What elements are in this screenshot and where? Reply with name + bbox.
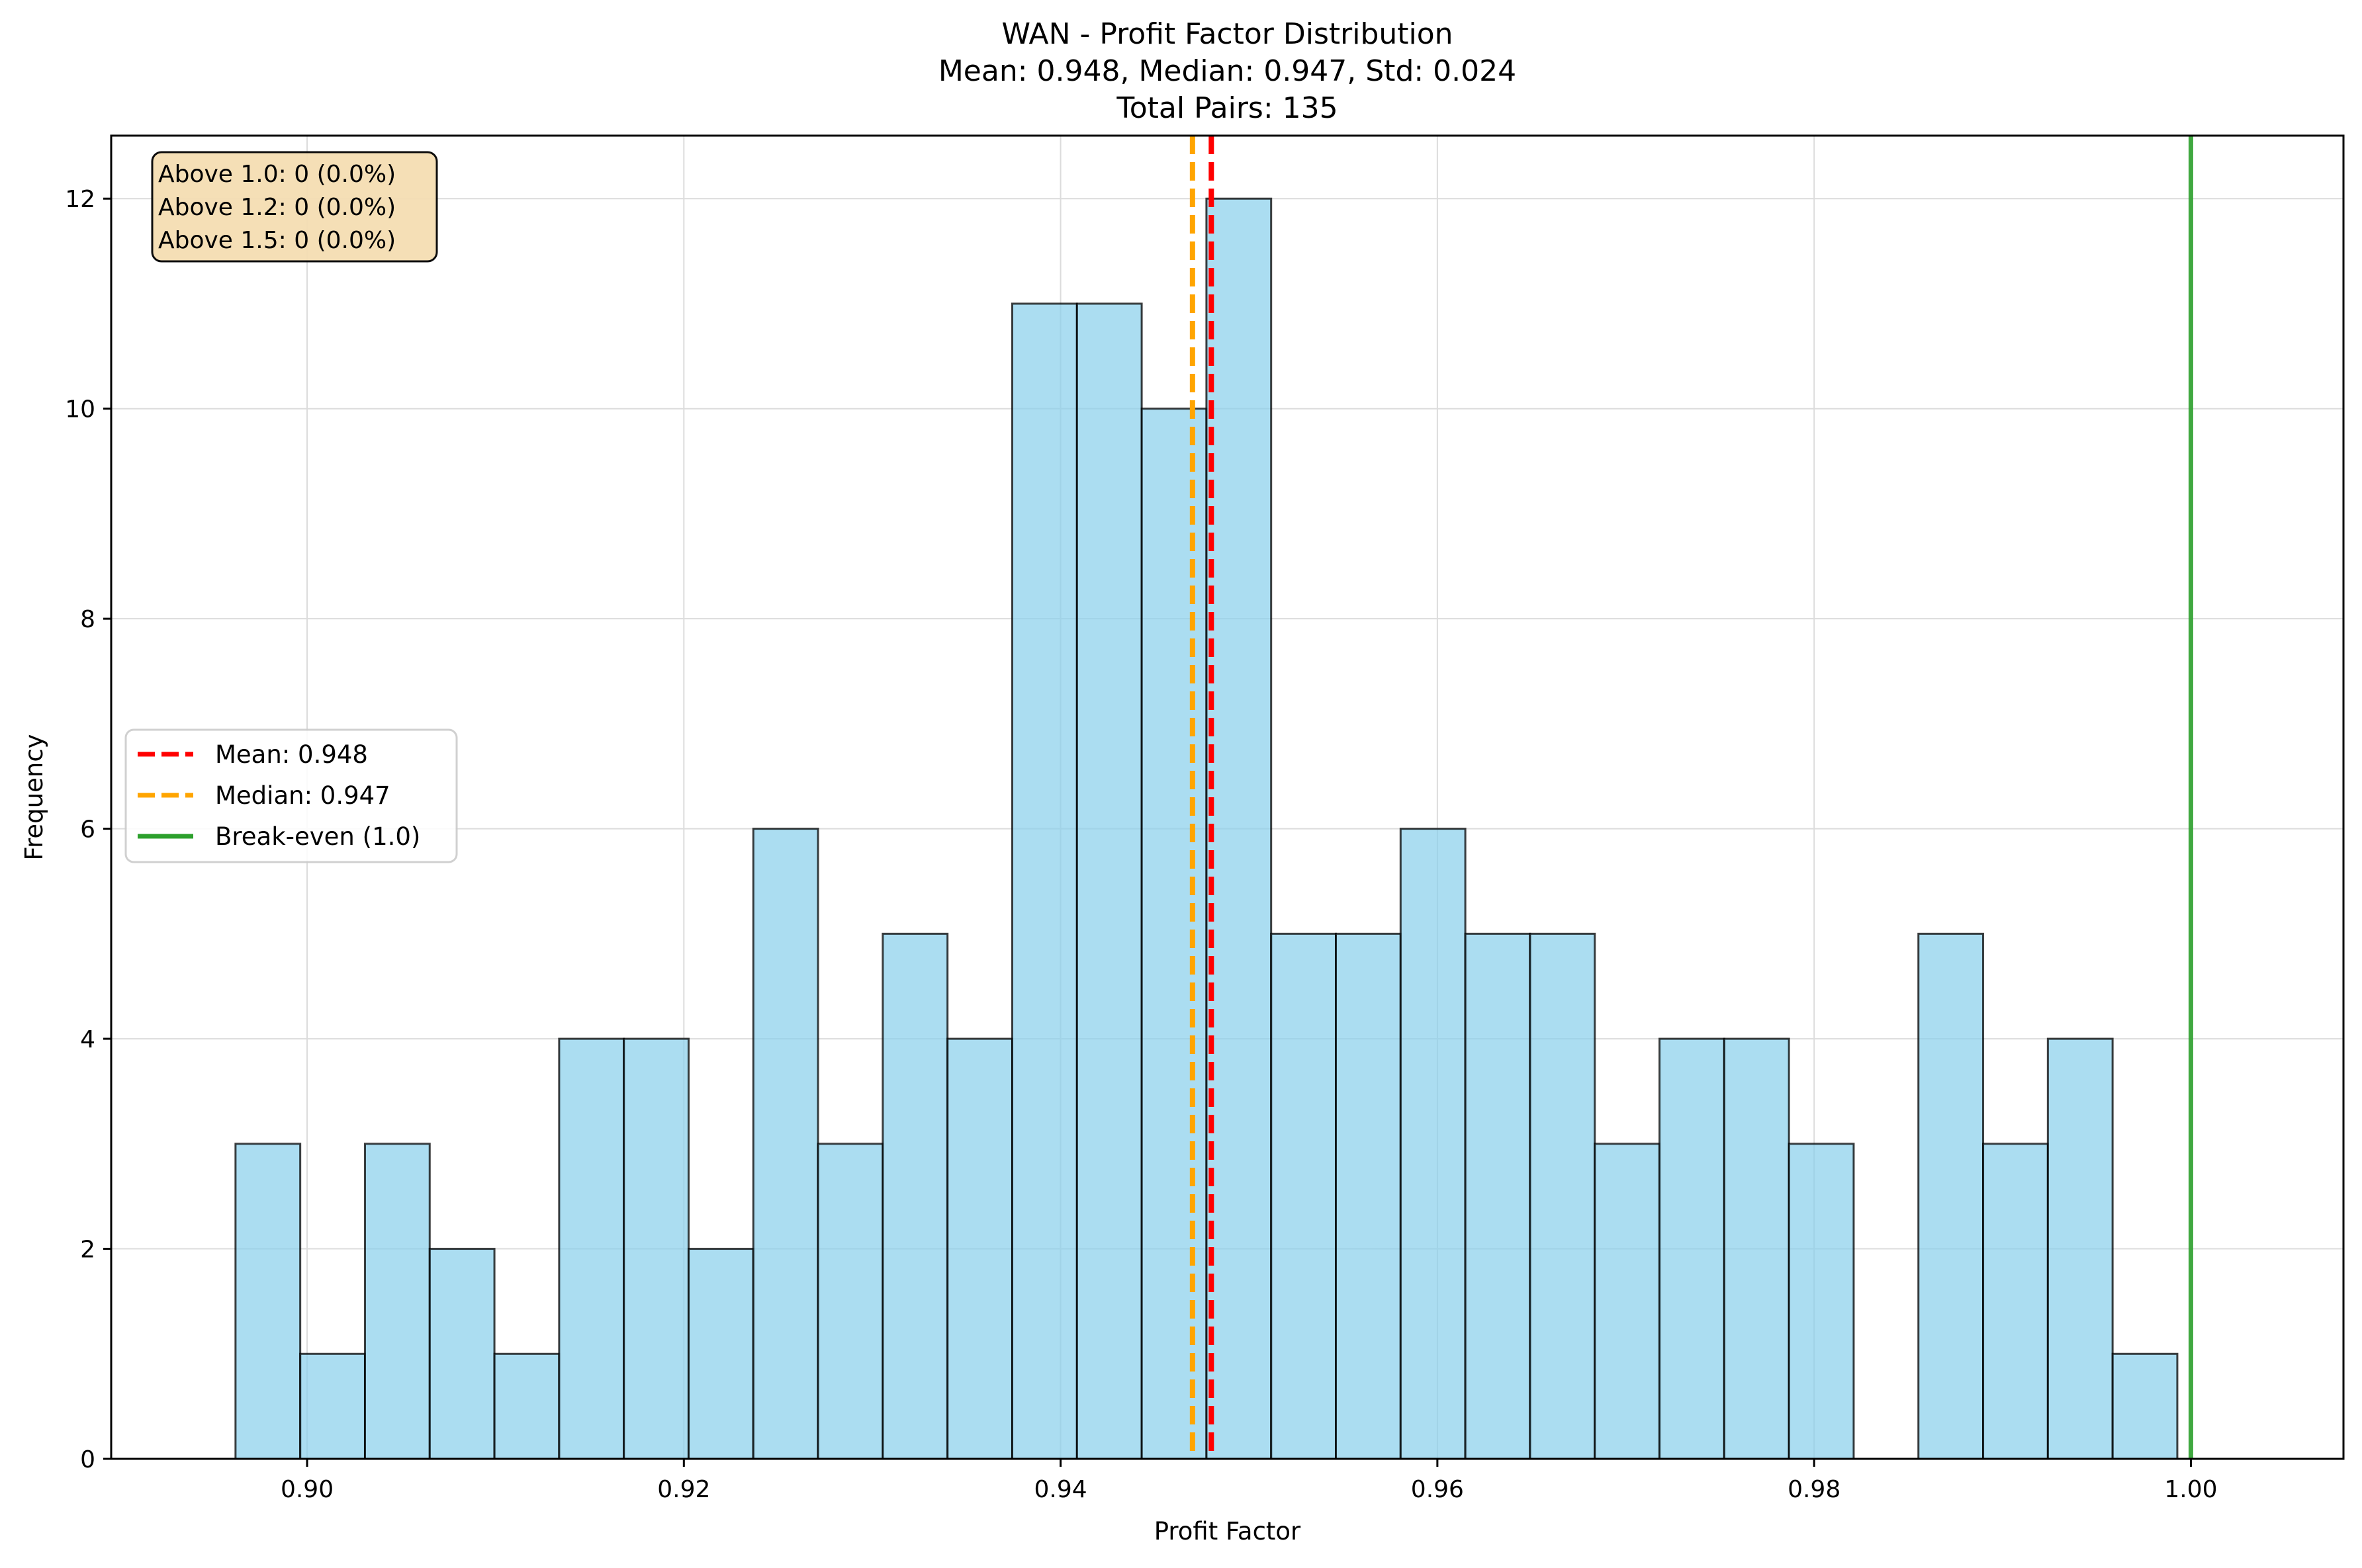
histogram-bar [299,1352,366,1460]
y-tick-label: 2 [80,1237,95,1264]
y-axis-label: Frequency [20,734,48,860]
histogram-bar [1205,197,1273,1460]
y-tick-label: 0 [80,1446,95,1473]
x-axis-label: Profit Factor [1154,1517,1301,1546]
legend-label-break-even: Break-even (1.0) [215,822,420,851]
x-tick-label: 0.94 [1034,1476,1087,1503]
reference-lines-layer [1189,136,2193,1459]
histogram-bar [558,1037,625,1460]
histogram-bar [882,932,949,1460]
ticks-layer: 0.90 0.92 0.94 0.96 0.98 1.00 0 2 4 6 8 10 12 [65,186,2217,1503]
annotation-above-1-2: Above 1.2: 0 (0.0%) [158,194,396,221]
histogram-bar [1788,1143,1855,1460]
histogram-bar [1982,1143,2049,1460]
histogram-bar [1658,1037,1725,1460]
histogram-bar [687,1248,754,1460]
histogram-bar [623,1037,690,1460]
y-tick-label: 4 [80,1026,95,1053]
histogram-bar [752,828,819,1460]
histogram-bar [1075,302,1143,1460]
histogram-bar [234,1143,302,1460]
y-tick-label: 10 [65,396,95,423]
histogram-bar [363,1143,431,1460]
x-tick-label: 0.98 [1788,1476,1840,1503]
histogram-bar [1335,932,1402,1460]
chart-subtitle-total: Total Pairs: 135 [1116,91,1338,125]
legend-background [124,728,458,863]
histogram-bar [1464,932,1531,1460]
histogram-bar [1723,1037,1790,1460]
x-tick-label: 0.90 [281,1476,334,1503]
histogram-bar [428,1248,496,1460]
legend-label-median: Median: 0.947 [215,781,390,810]
histogram-bar [1270,932,1338,1460]
x-tick-label: 1.00 [2164,1476,2217,1503]
histogram-bar [2111,1352,2179,1460]
y-tick-label: 12 [65,186,95,213]
y-tick-label: 8 [80,606,95,633]
legend-label-mean: Mean: 0.948 [215,740,368,769]
x-tick-label: 0.92 [657,1476,710,1503]
chart-title: WAN - Profit Factor Distribution [1001,17,1453,51]
bars-layer [234,197,2179,1460]
histogram-bar [493,1352,561,1460]
histogram-bar [2046,1037,2114,1460]
x-tick-label: 0.96 [1411,1476,1464,1503]
threshold-annotation-box: Above 1.0: 0 (0.0%) Above 1.2: 0 (0.0%) … [151,151,438,263]
annotation-above-1-5: Above 1.5: 0 (0.0%) [158,227,396,254]
annotation-above-1-0: Above 1.0: 0 (0.0%) [158,161,396,188]
histogram-bar [1011,302,1078,1460]
histogram-bar [1594,1143,1661,1460]
chart-subtitle-stats: Mean: 0.948, Median: 0.947, Std: 0.024 [938,54,1516,88]
histogram-bar [946,1037,1013,1460]
histogram-bar [1917,932,1985,1460]
y-tick-label: 6 [80,816,95,844]
histogram-bar [817,1143,884,1460]
histogram-bar [1140,408,1208,1460]
legend: Mean: 0.948 Median: 0.947 Break-even (1.… [124,728,458,863]
plot-frame [110,134,2345,1460]
annotation-background [151,151,438,263]
histogram-bar [1399,828,1467,1460]
histogram-bar [1529,932,1596,1460]
